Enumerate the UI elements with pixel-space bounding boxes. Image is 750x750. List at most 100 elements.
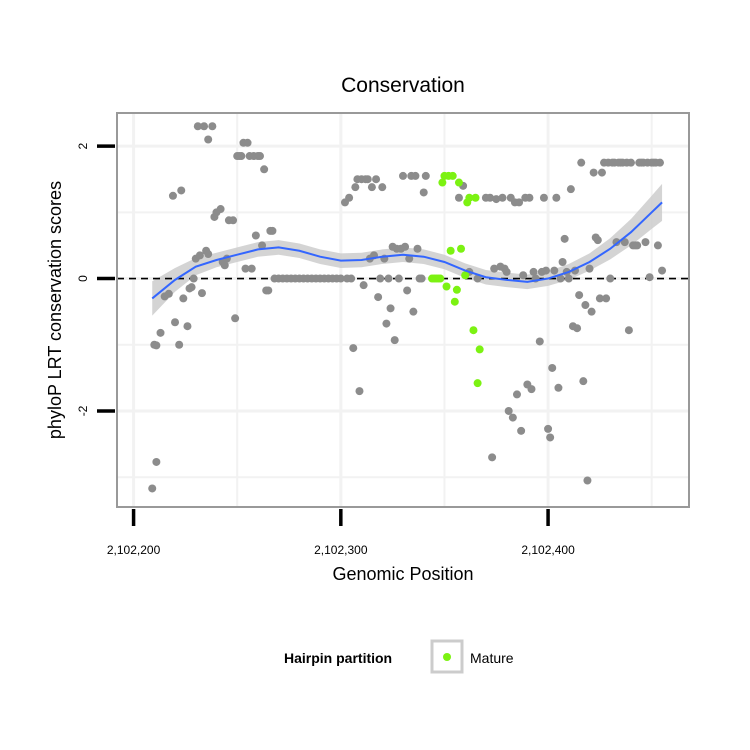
other-point — [164, 289, 173, 298]
other-point — [519, 271, 528, 280]
other-point — [384, 274, 393, 283]
other-point — [220, 261, 229, 270]
other-point — [542, 266, 550, 275]
legend-title: Hairpin partition — [284, 650, 392, 666]
legend-key-point — [443, 653, 451, 661]
mature-point — [454, 178, 463, 187]
other-point — [401, 242, 410, 251]
other-point — [372, 175, 381, 184]
other-point — [179, 294, 188, 303]
other-point — [550, 266, 559, 275]
other-point — [581, 301, 590, 310]
other-point — [177, 186, 186, 195]
other-point — [376, 274, 385, 283]
other-point — [251, 231, 260, 240]
other-point — [539, 193, 548, 202]
other-point — [575, 291, 584, 300]
other-point — [535, 337, 544, 346]
other-point — [558, 257, 567, 266]
mature-point — [457, 244, 466, 253]
other-point — [195, 251, 204, 260]
loess-fit-line — [151, 201, 663, 300]
other-point — [502, 267, 511, 276]
other-point — [243, 138, 252, 147]
mature-point — [446, 246, 455, 255]
other-point — [645, 273, 654, 282]
legend-label-mature: Mature — [470, 650, 514, 666]
other-point — [490, 264, 499, 273]
other-point — [241, 264, 250, 273]
other-point — [156, 328, 165, 337]
other-point — [421, 171, 430, 180]
other-point — [624, 326, 633, 335]
other-point — [152, 457, 161, 466]
other-point — [658, 266, 667, 275]
other-point — [204, 135, 213, 144]
other-point — [200, 122, 209, 131]
other-point — [515, 198, 524, 207]
other-point — [260, 165, 269, 174]
mature-point — [448, 171, 457, 180]
chart-title: Conservation — [341, 74, 465, 97]
other-point — [175, 340, 184, 349]
other-point — [367, 183, 376, 192]
other-point — [529, 267, 538, 276]
mature-point — [475, 345, 484, 354]
mature-point — [469, 326, 478, 335]
other-point — [556, 274, 565, 283]
other-point — [411, 171, 420, 180]
other-point — [216, 205, 225, 214]
x-tick-label: 2,102,200 — [107, 543, 161, 557]
other-point — [189, 274, 198, 283]
other-point — [473, 274, 482, 283]
other-point — [488, 453, 497, 462]
other-point — [587, 307, 596, 316]
other-point — [231, 314, 240, 323]
mature-point — [436, 274, 445, 283]
other-point — [256, 152, 264, 161]
other-point — [355, 387, 364, 396]
other-point — [641, 238, 650, 247]
other-point — [197, 289, 206, 298]
y-tick-label: 0 — [76, 275, 90, 282]
mature-point — [452, 285, 461, 294]
other-point — [359, 281, 368, 290]
other-point — [229, 216, 238, 225]
other-point — [183, 322, 192, 331]
other-point — [544, 424, 553, 433]
mature-point — [461, 271, 470, 280]
other-point — [653, 241, 662, 250]
other-point — [417, 274, 426, 283]
other-point — [258, 241, 267, 250]
y-axis-title: phyloP LRT conservation scores — [45, 181, 65, 439]
other-point — [560, 234, 569, 243]
other-point — [399, 171, 407, 180]
other-point — [546, 433, 555, 442]
other-point — [363, 175, 372, 184]
other-point — [606, 274, 615, 283]
other-point — [517, 426, 526, 435]
other-point — [552, 193, 561, 202]
mature-point — [465, 193, 474, 202]
x-tick-label: 2,102,400 — [521, 543, 575, 557]
other-point — [394, 274, 403, 283]
mature-point — [450, 297, 459, 306]
y-tick-label: -2 — [76, 405, 90, 416]
other-point — [602, 294, 611, 303]
other-point — [573, 324, 582, 333]
other-point — [589, 168, 598, 177]
other-point — [148, 484, 157, 493]
other-point — [187, 283, 196, 292]
other-point — [374, 293, 383, 302]
other-point — [525, 193, 534, 202]
other-point — [486, 193, 495, 202]
other-point — [633, 241, 642, 250]
other-point — [585, 264, 594, 273]
y-axis: -2 0 2 — [76, 142, 115, 416]
other-point — [512, 390, 521, 399]
other-point — [419, 188, 428, 197]
other-point — [378, 183, 387, 192]
other-point — [564, 274, 573, 283]
other-point — [382, 319, 391, 328]
other-point — [454, 193, 463, 202]
